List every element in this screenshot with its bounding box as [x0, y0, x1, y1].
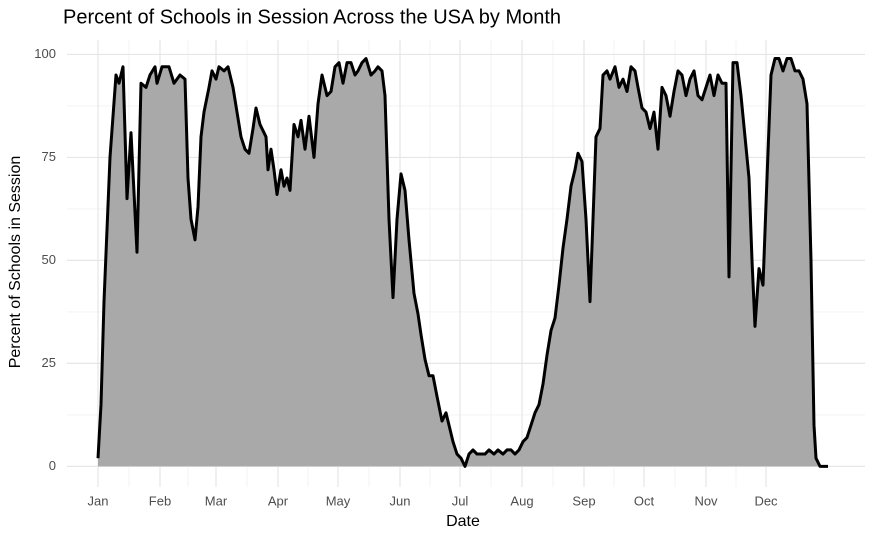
x-axis-label: Date: [446, 513, 480, 530]
y-tick-label: 25: [42, 355, 56, 370]
plot-area: [96, 57, 828, 468]
x-tick-label: Aug: [510, 493, 533, 508]
tick-labels: 0 25 50 75 100 Jan Feb Mar Apr May Jun Jul Aug Sep Oct…: [34, 46, 778, 509]
y-tick-label: 100: [34, 46, 56, 61]
x-tick-label: Jun: [390, 493, 411, 508]
x-tick-label: Nov: [694, 493, 718, 508]
y-axis-label: Percent of Schools in Session: [7, 156, 24, 369]
area: [98, 58, 828, 467]
x-tick-label: Jan: [88, 493, 109, 508]
x-tick-label: Oct: [634, 493, 655, 508]
x-tick-label: Dec: [754, 493, 778, 508]
x-tick-label: May: [326, 493, 351, 508]
x-tick-label: Feb: [149, 493, 171, 508]
chart-title: Percent of Schools in Session Across the…: [63, 6, 561, 28]
x-tick-label: Apr: [268, 493, 289, 508]
x-tick-label: Mar: [205, 493, 228, 508]
x-tick-label: Sep: [572, 493, 595, 508]
x-tick-label: Jul: [452, 493, 469, 508]
y-tick-label: 75: [42, 149, 56, 164]
y-tick-label: 0: [49, 458, 56, 473]
line: [96, 57, 828, 468]
y-tick-label: 50: [42, 252, 56, 267]
